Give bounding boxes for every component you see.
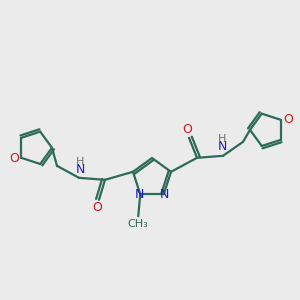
Text: N: N [75, 163, 85, 176]
Text: O: O [182, 123, 192, 136]
Text: N: N [160, 188, 170, 201]
Text: N: N [217, 140, 227, 153]
Text: O: O [283, 113, 293, 126]
Text: N: N [135, 188, 144, 201]
Text: O: O [92, 201, 102, 214]
Text: O: O [9, 152, 19, 165]
Text: CH₃: CH₃ [128, 219, 148, 229]
Text: H: H [76, 157, 84, 167]
Text: H: H [218, 134, 226, 144]
